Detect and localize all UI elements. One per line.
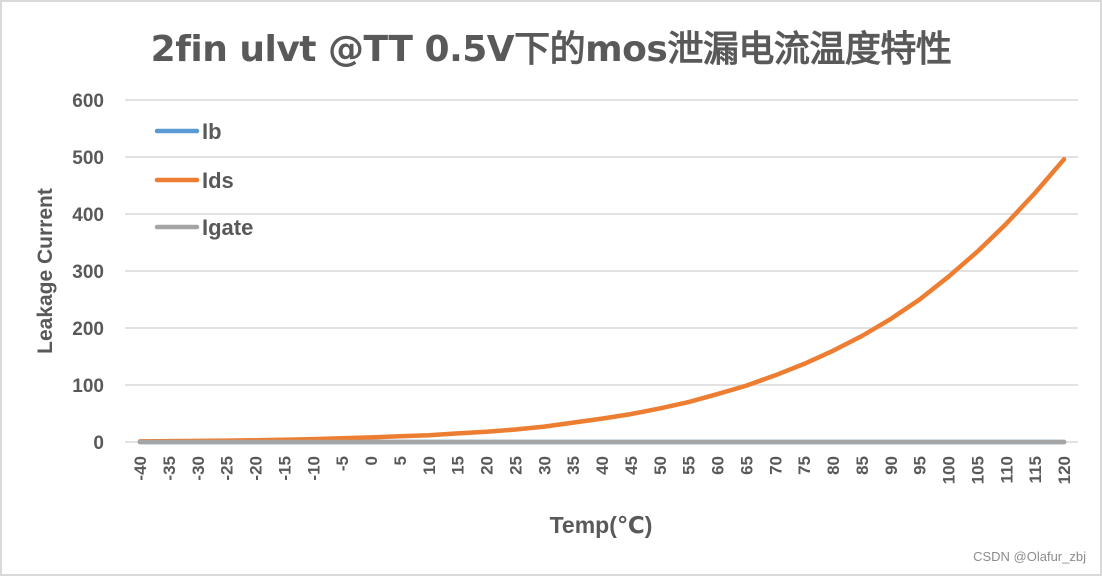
x-axis-ticks: -40 -35 -30 -25 -20 -15 -10 -5 0 5 10 15 20 25 30 35 40 4…: [131, 456, 1074, 484]
x-tick-label: 10: [420, 456, 439, 475]
x-tick-label: 120: [1055, 456, 1074, 484]
x-tick-label: 45: [622, 456, 641, 475]
x-tick-label: -10: [304, 456, 323, 481]
series-lines: [137, 157, 1067, 445]
x-tick-label: 5: [391, 456, 410, 465]
x-tick-label: 0: [362, 456, 381, 465]
x-tick-label: 40: [593, 456, 612, 475]
x-tick-label: -30: [189, 456, 208, 481]
x-tick-label: 35: [564, 456, 583, 475]
x-tick-label: 100: [940, 456, 959, 484]
x-tick-label: -35: [160, 456, 179, 481]
x-tick-label: 55: [680, 456, 699, 475]
x-tick-label: -15: [275, 456, 294, 481]
y-tick-label: 0: [93, 433, 104, 454]
x-axis-title: Temp(℃): [549, 512, 653, 538]
chart-title: 2fin ulvt @TT 0.5V下的mos泄漏电流温度特性: [150, 29, 952, 70]
legend-label-igate: Igate: [202, 215, 253, 240]
x-tick-label: -40: [131, 456, 150, 481]
x-tick-label: 60: [709, 456, 728, 475]
y-tick-label: 600: [72, 91, 104, 112]
x-tick-label: 85: [853, 456, 872, 475]
x-tick-label: 80: [824, 456, 843, 475]
y-tick-label: 200: [72, 319, 104, 340]
legend: Ib Ids Igate: [154, 119, 253, 240]
x-tick-label: 15: [449, 456, 468, 475]
x-tick-label: 25: [506, 456, 525, 475]
x-tick-label: -25: [218, 456, 237, 481]
x-tick-label: 95: [911, 456, 930, 475]
legend-label-ib: Ib: [202, 119, 222, 144]
x-tick-label: 90: [882, 456, 901, 475]
legend-label-ids: Ids: [202, 168, 234, 193]
y-tick-label: 400: [72, 205, 104, 226]
x-tick-label: 65: [737, 456, 756, 475]
x-tick-label: 110: [997, 456, 1016, 483]
series-line-ids: [137, 157, 1067, 444]
y-tick-label: 300: [72, 262, 104, 283]
x-tick-label: 115: [1026, 456, 1045, 483]
x-tick-label: 30: [535, 456, 554, 475]
x-tick-label: -5: [333, 456, 352, 471]
y-axis-ticks: 0 100 200 300 400 500 600: [72, 91, 104, 454]
x-tick-label: 75: [795, 456, 814, 475]
x-tick-label: 70: [766, 456, 785, 475]
x-tick-label: 50: [651, 456, 670, 475]
watermark: CSDN @Olafur_zbj: [973, 549, 1086, 564]
x-tick-label: 105: [968, 456, 987, 484]
x-tick-label: -20: [247, 456, 266, 481]
x-tick-label: 20: [478, 456, 497, 475]
y-tick-label: 100: [72, 376, 104, 397]
gridlines: [125, 99, 1078, 443]
y-tick-label: 500: [72, 148, 104, 169]
